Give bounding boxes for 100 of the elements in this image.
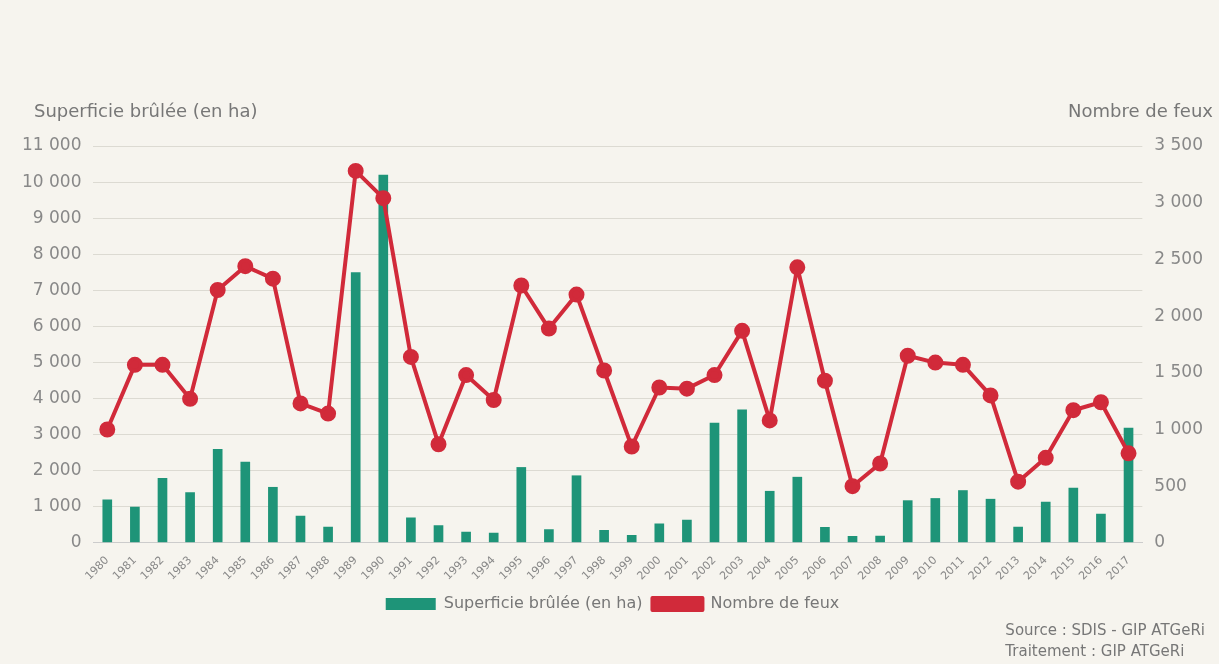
point	[789, 259, 806, 276]
bar	[350, 272, 361, 543]
bar	[268, 486, 278, 543]
point	[844, 478, 861, 495]
bar	[599, 529, 609, 543]
bar	[406, 517, 416, 543]
y-axis-title: Superficie brûlée (en ha)	[34, 99, 259, 123]
y-tick-label: 0	[70, 531, 82, 552]
point	[1065, 402, 1082, 419]
point	[734, 322, 751, 339]
bar	[930, 498, 941, 543]
point	[899, 347, 916, 364]
text: Traitement : GIP ATGeRi	[1005, 641, 1186, 662]
point	[954, 356, 971, 373]
y-tick-label: 10 000	[22, 170, 82, 191]
bar	[571, 475, 582, 543]
bar	[516, 467, 527, 543]
point	[126, 356, 143, 373]
bar	[654, 523, 665, 543]
source-note: Source : SDIS - GIP ATGeRi	[1005, 620, 1205, 641]
y2-tick-label: 1 500	[1154, 361, 1203, 382]
point	[982, 387, 999, 404]
bar	[820, 527, 830, 543]
y-tick-label: 5 000	[32, 350, 82, 371]
bar	[709, 422, 720, 543]
y-tick-label: 8 000	[32, 242, 82, 263]
bar	[1068, 487, 1079, 543]
y-tick-label: 4 000	[32, 386, 82, 407]
bar	[737, 409, 747, 543]
bar	[764, 490, 775, 543]
y-tick-label: 6 000	[32, 314, 82, 335]
point	[347, 162, 364, 179]
bar	[875, 535, 885, 543]
y-tick-label: 3 000	[32, 423, 82, 444]
bar	[544, 529, 554, 543]
point	[209, 282, 226, 299]
point	[458, 367, 475, 384]
legend-label: Superficie brûlée (en ha)	[443, 593, 643, 613]
point	[706, 367, 723, 384]
point	[596, 362, 613, 379]
bar	[792, 476, 803, 543]
point	[816, 372, 833, 389]
point	[154, 356, 171, 373]
point	[264, 270, 281, 287]
point	[1120, 445, 1137, 462]
point	[623, 438, 640, 455]
bar	[461, 531, 471, 543]
y-tick-label: 11 000	[22, 134, 82, 155]
y-tick-label: 1 000	[32, 495, 82, 516]
point	[1010, 473, 1027, 490]
bar	[626, 534, 637, 543]
point	[568, 286, 585, 303]
y-tick-label: 7 000	[32, 278, 82, 299]
point	[1092, 394, 1109, 411]
point	[375, 190, 392, 207]
point	[430, 436, 447, 453]
bar	[323, 526, 333, 543]
y2-tick-label: 1 000	[1154, 417, 1203, 438]
point	[99, 421, 116, 438]
point	[678, 380, 695, 397]
bar	[212, 449, 223, 543]
point	[402, 348, 419, 365]
bar	[902, 500, 913, 543]
legend-label: Nombre de feux	[710, 593, 840, 613]
point	[320, 405, 337, 422]
bar	[102, 499, 113, 543]
y-tick-label: 9 000	[32, 206, 82, 227]
bar	[1040, 501, 1051, 543]
bar	[1096, 513, 1106, 543]
bar	[130, 506, 140, 543]
point	[237, 258, 254, 275]
point	[927, 354, 944, 371]
bar	[985, 498, 996, 543]
y2-tick-label: 3 000	[1154, 191, 1203, 212]
bar	[433, 525, 444, 543]
bar	[295, 515, 306, 543]
y2-axis-title: Nombre de feux	[1068, 100, 1213, 121]
y2-tick-label: 2 000	[1154, 304, 1203, 325]
bar	[240, 461, 251, 543]
point	[182, 390, 199, 407]
y2-tick-label: 2 500	[1154, 247, 1203, 268]
point	[761, 412, 778, 429]
y2-tick-label: 3 500	[1154, 134, 1203, 155]
point	[651, 379, 668, 396]
point	[540, 320, 557, 337]
point	[872, 455, 889, 472]
point	[1037, 449, 1054, 466]
point	[485, 392, 502, 408]
bar	[682, 519, 692, 543]
bar	[958, 490, 968, 543]
bar	[185, 492, 195, 543]
bar	[157, 477, 168, 543]
y2-tick-label: 0	[1154, 531, 1166, 552]
y2-tick-label: 500	[1154, 474, 1187, 495]
bar	[488, 532, 499, 543]
point	[513, 277, 530, 294]
point	[292, 395, 309, 412]
bar	[378, 174, 389, 543]
y-tick-label: 2 000	[32, 459, 82, 480]
bar	[1013, 526, 1023, 543]
